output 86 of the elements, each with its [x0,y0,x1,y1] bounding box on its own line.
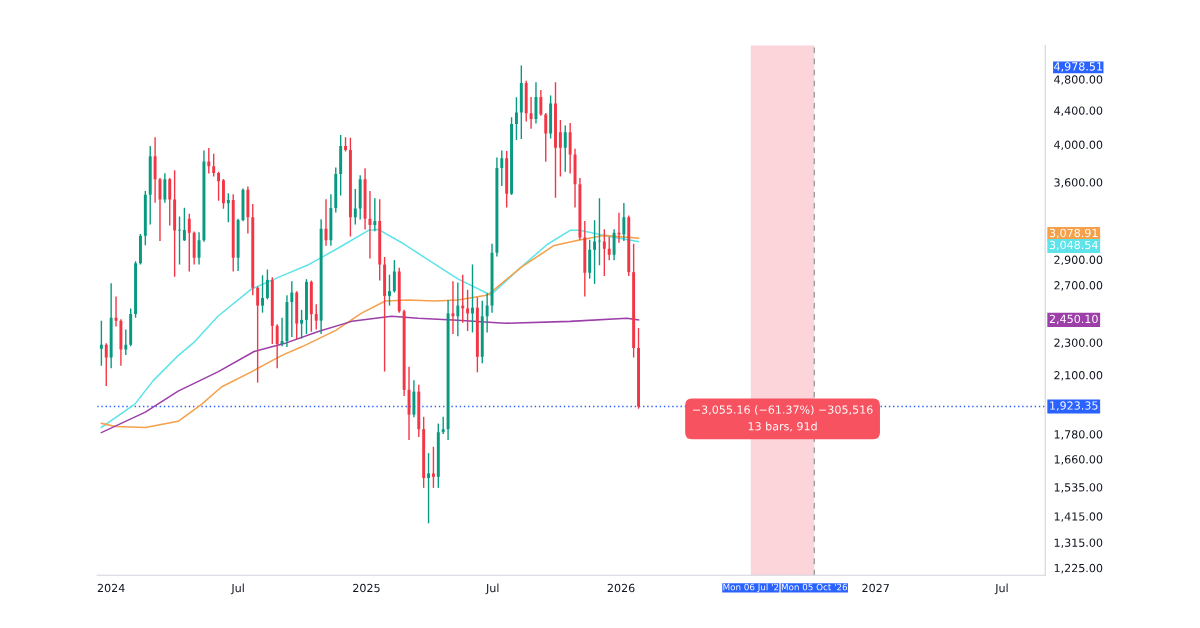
candlestick [568,122,572,174]
candlestick [539,89,543,116]
x-tick-label: 2026 [607,583,635,593]
candlestick [612,229,616,261]
candlestick [529,96,533,129]
candlestick [314,304,318,330]
candlestick [305,279,308,334]
candlestick [485,293,489,333]
candlestick [265,269,269,300]
candlestick [168,178,172,226]
candlestick [427,453,431,524]
x-tick-label: Jul [230,583,244,595]
candlestick [138,233,142,265]
candlestick [226,193,230,223]
candlestick [353,189,357,225]
text: 3,048.54 [1049,240,1098,251]
candlestick [602,229,606,277]
candlestick [300,309,304,339]
y-tick-label: 1,315.00 [1054,538,1103,549]
candlestick [514,97,518,140]
candlestick [558,120,562,177]
candlestick [212,153,216,177]
y-tick-label: 4,978.51 [1054,62,1102,72]
y-tick-label: 2,900.00 [1054,255,1103,266]
candlestick [373,198,377,232]
x-tick-label: 2024 [97,583,125,593]
candlestick [544,113,548,162]
candlestick [554,82,557,198]
candlestick [388,274,391,306]
candlestick [588,239,592,279]
candlestick [466,289,470,331]
candlestick [178,216,181,265]
x-tick-label: Mon 06 Jul '2 [723,583,779,592]
candlestick [593,220,597,284]
candlestick [99,320,103,366]
annotation: 13 bars, 91d [748,421,817,432]
candlestick [207,147,211,174]
candlestick [275,324,279,369]
y-tick-label: 2,300.00 [1054,338,1103,349]
y-tick-label: 1,415.00 [1054,512,1103,522]
candlestick [163,173,167,203]
text: 3,078.91 [1049,228,1098,239]
candlestick [637,328,640,409]
candlestick [563,125,567,172]
candlestick [412,380,416,418]
y-tick-label: 4,800.00 [1054,75,1103,85]
candlestick [280,317,284,347]
candlestick [197,232,201,265]
candlestick [344,137,347,152]
x-tick-label: Jul [994,583,1008,595]
y-tick-label: 3,600.00 [1054,178,1103,188]
line-series [100,315,640,434]
x-tick-label: Jul [485,583,499,595]
candlestick [392,260,396,293]
candlestick [607,236,611,261]
text: 2,450.10 [1049,314,1098,325]
candlestick [451,281,455,334]
candlestick [153,137,157,203]
ref-line-label: 1,923.35 [1050,401,1098,411]
y-tick-label: 2,700.00 [1054,281,1103,291]
candlestick [500,150,504,186]
candlestick [222,179,225,209]
y-tick-label: 4,000.00 [1054,140,1103,151]
candlestick [597,198,601,266]
x-tick-label: 2027 [862,583,889,593]
candlestick [104,343,108,387]
y-tick-label: 1,780.00 [1054,430,1103,440]
y-tick-label: 1,225.00 [1054,563,1103,574]
y-tick-label: 2,100.00 [1054,371,1103,381]
x-tick-label: 2025 [353,583,380,593]
candlestick [622,203,626,242]
candlestick [217,171,221,201]
candlestick [290,281,294,338]
candlestick [182,207,186,242]
x-tick-label: Mon 05 Oct '26 [781,583,848,591]
y-tick-label: 1,535.00 [1054,483,1103,493]
candlestick [431,446,435,488]
candlestick [124,329,128,356]
annotation: −3,055.16 (−61.37%) −305,516 [693,405,873,416]
candlestick [256,286,260,383]
candlestick [368,191,372,259]
y-tick-label: 1,660.00 [1054,455,1103,465]
y-tick-label: 4,400.00 [1054,106,1103,116]
candlestick [187,213,191,272]
candlestick [456,282,460,337]
candlestick [261,275,264,313]
